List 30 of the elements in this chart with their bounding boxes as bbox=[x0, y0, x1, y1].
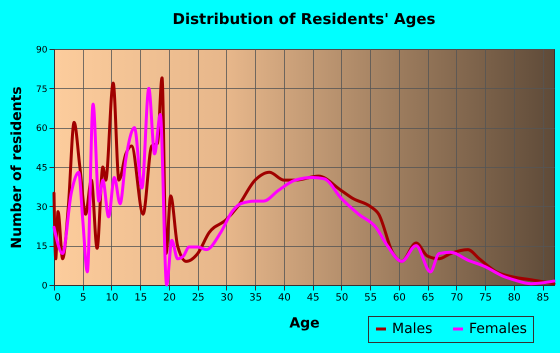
x-tick-label: 5 bbox=[80, 292, 86, 304]
x-tick-label: 85 bbox=[536, 292, 550, 304]
x-tick-label: 80 bbox=[508, 292, 521, 304]
y-tick-label: 30 bbox=[36, 202, 48, 213]
x-tick-label: 40 bbox=[278, 292, 291, 304]
x-tick-label: 10 bbox=[106, 292, 118, 304]
x-tick-label: 55 bbox=[364, 292, 377, 304]
x-tick-label: 75 bbox=[479, 292, 492, 304]
y-tick-label: 0 bbox=[42, 282, 48, 292]
x-tick-label: 65 bbox=[422, 292, 434, 304]
x-tick-label: 60 bbox=[392, 292, 406, 304]
y-tick-label: 15 bbox=[36, 242, 48, 252]
y-tick-label: 90 bbox=[36, 46, 48, 56]
x-tick-label: 15 bbox=[134, 292, 148, 304]
y-axis-title: Number of residents bbox=[9, 86, 26, 249]
y-tick-label: 45 bbox=[36, 164, 48, 174]
x-tick-label: 0 bbox=[54, 292, 61, 304]
x-tick-label: 50 bbox=[335, 292, 348, 304]
y-tick-label: 75 bbox=[36, 84, 48, 95]
x-tick-label: 20 bbox=[163, 292, 176, 304]
x-tick-label: 25 bbox=[192, 292, 205, 304]
x-axis-title: Age bbox=[289, 316, 320, 332]
chart-title: Distribution of Residents' Ages bbox=[172, 10, 436, 28]
x-tick-label: 45 bbox=[306, 292, 320, 304]
x-tick-label: 30 bbox=[220, 292, 234, 304]
legend-label: Females bbox=[469, 321, 527, 337]
y-tick-label: 60 bbox=[36, 124, 48, 134]
x-tick-label: 35 bbox=[249, 292, 262, 304]
x-tick-label: 70 bbox=[450, 292, 464, 304]
legend-label: Males bbox=[392, 321, 432, 337]
